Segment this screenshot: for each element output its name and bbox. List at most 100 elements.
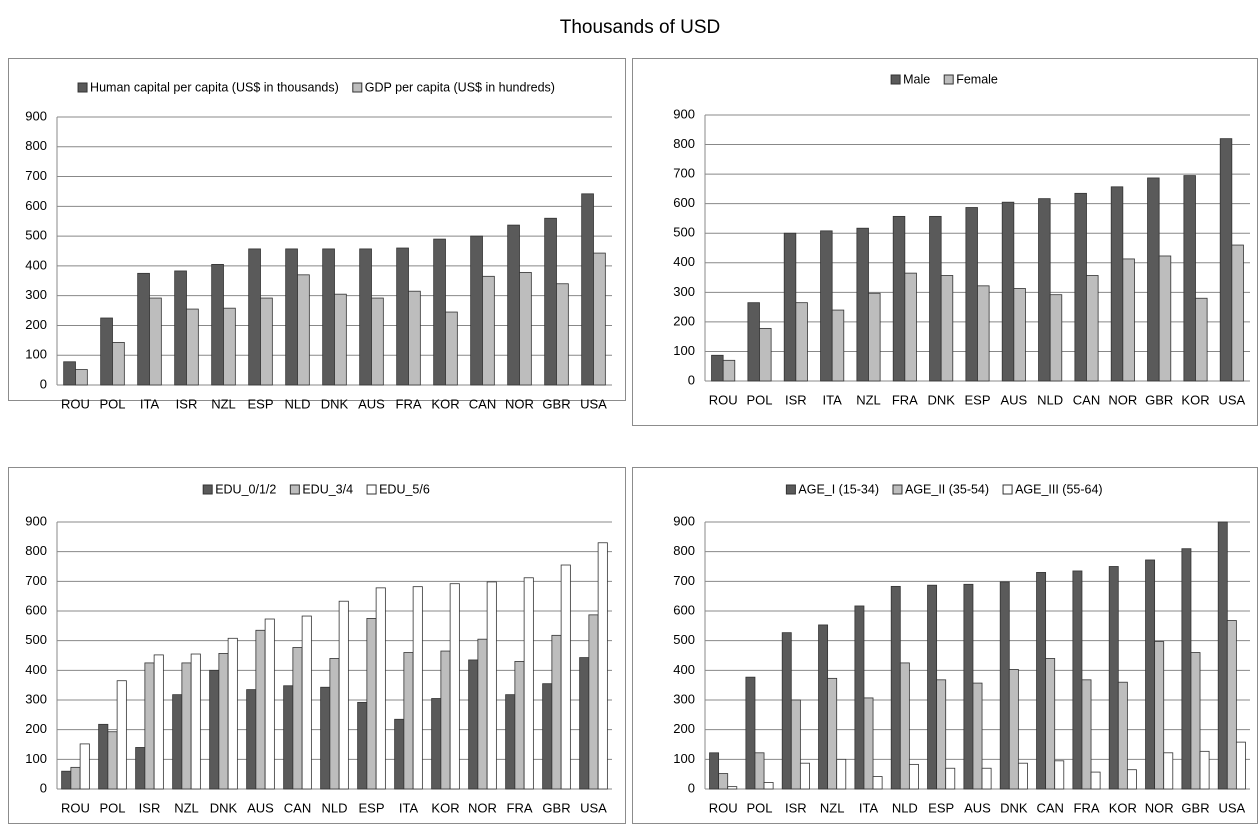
legend-label: AGE_II (35-54) bbox=[905, 482, 989, 496]
bar bbox=[754, 752, 765, 790]
bar bbox=[149, 297, 162, 386]
bar bbox=[588, 614, 599, 790]
legend-swatch bbox=[366, 484, 377, 495]
y-tick-label: 0 bbox=[40, 376, 47, 391]
bar bbox=[322, 248, 335, 386]
bar bbox=[1108, 566, 1119, 790]
x-tick-label: CAN bbox=[1036, 800, 1063, 815]
bar bbox=[818, 624, 829, 790]
y-tick-label: 600 bbox=[25, 602, 47, 617]
bar bbox=[470, 235, 483, 386]
bar bbox=[396, 247, 409, 386]
bar bbox=[711, 354, 724, 382]
x-tick-label: ROU bbox=[709, 800, 738, 815]
bar bbox=[190, 653, 201, 790]
bar bbox=[63, 361, 76, 386]
bar bbox=[412, 586, 423, 790]
bar bbox=[283, 685, 294, 790]
x-tick-label: FRA bbox=[1074, 800, 1100, 815]
x-tick-label: NLD bbox=[1037, 392, 1063, 407]
bar bbox=[1086, 275, 1099, 382]
bar bbox=[1126, 769, 1137, 790]
y-tick-label: 700 bbox=[673, 166, 695, 181]
bar bbox=[899, 662, 910, 790]
bar bbox=[1158, 255, 1172, 382]
x-tick-label: ISR bbox=[176, 396, 198, 411]
bar bbox=[375, 587, 386, 790]
legend-swatch bbox=[943, 74, 954, 85]
x-tick-label: DNK bbox=[927, 392, 955, 407]
y-tick-label: 900 bbox=[25, 108, 47, 123]
bar bbox=[908, 763, 919, 790]
legend-label: EDU_0/1/2 bbox=[215, 482, 276, 496]
bar bbox=[1081, 679, 1092, 790]
bar bbox=[209, 669, 220, 790]
y-tick-label: 900 bbox=[673, 513, 695, 528]
x-tick-label: FRA bbox=[892, 392, 918, 407]
bar bbox=[1036, 572, 1047, 790]
legend-label: GDP per capita (US$ in hundreds) bbox=[365, 80, 555, 94]
bar bbox=[107, 731, 118, 790]
figure-title: Thousands of USD bbox=[560, 17, 721, 38]
x-tick-label: CAN bbox=[1073, 392, 1100, 407]
y-tick-label: 200 bbox=[25, 721, 47, 736]
x-tick-label: NZL bbox=[856, 392, 881, 407]
bar bbox=[100, 317, 113, 386]
y-tick-label: 300 bbox=[25, 287, 47, 302]
bar bbox=[112, 342, 125, 386]
y-tick-label: 100 bbox=[673, 343, 695, 358]
bar bbox=[977, 285, 990, 382]
x-tick-label: NZL bbox=[174, 800, 199, 815]
y-tick-label: 600 bbox=[673, 195, 695, 210]
legend-label: EDU_3/4 bbox=[302, 482, 353, 496]
x-tick-label: ISR bbox=[139, 800, 161, 815]
bar bbox=[255, 629, 266, 790]
bar bbox=[892, 215, 906, 382]
legend-swatch bbox=[202, 484, 213, 495]
bar bbox=[1163, 752, 1174, 790]
legend-swatch bbox=[890, 74, 901, 85]
bar bbox=[1217, 521, 1228, 790]
y-tick-label: 0 bbox=[40, 780, 47, 795]
bar bbox=[560, 564, 571, 790]
x-tick-label: USA bbox=[580, 396, 607, 411]
bar bbox=[1013, 288, 1026, 382]
bar bbox=[468, 659, 479, 790]
bar bbox=[581, 193, 594, 386]
y-tick-label: 300 bbox=[673, 691, 695, 706]
y-tick-label: 300 bbox=[673, 284, 695, 299]
bar bbox=[904, 272, 917, 382]
bar bbox=[795, 302, 808, 382]
bar bbox=[301, 615, 312, 790]
x-tick-label: AUS bbox=[1000, 392, 1027, 407]
x-tick-label: ISR bbox=[785, 800, 807, 815]
bar bbox=[1122, 258, 1135, 382]
legend-swatch bbox=[1002, 484, 1013, 495]
bar bbox=[1008, 669, 1019, 790]
bar bbox=[593, 252, 606, 386]
x-tick-label: NLD bbox=[321, 800, 347, 815]
x-tick-label: NZL bbox=[211, 396, 236, 411]
bar bbox=[482, 275, 495, 386]
y-tick-label: 200 bbox=[673, 721, 695, 736]
legend-label: AGE_III (55-64) bbox=[1015, 482, 1103, 496]
bar bbox=[1181, 548, 1192, 790]
bar bbox=[174, 270, 187, 386]
x-tick-label: ESP bbox=[928, 800, 954, 815]
bar bbox=[523, 577, 534, 790]
bar bbox=[1049, 294, 1063, 382]
x-tick-label: GBR bbox=[542, 800, 570, 815]
bar bbox=[297, 274, 310, 386]
x-tick-label: ITA bbox=[399, 800, 419, 815]
x-tick-label: POL bbox=[99, 800, 125, 815]
bar bbox=[1190, 652, 1201, 790]
bar bbox=[831, 309, 845, 382]
x-tick-label: NOR bbox=[1145, 800, 1174, 815]
x-tick-label: FRA bbox=[507, 800, 533, 815]
legend-swatch bbox=[785, 484, 796, 495]
bar bbox=[440, 650, 451, 790]
bar bbox=[759, 327, 772, 382]
legend-label: Male bbox=[903, 72, 930, 86]
bar bbox=[799, 762, 810, 790]
